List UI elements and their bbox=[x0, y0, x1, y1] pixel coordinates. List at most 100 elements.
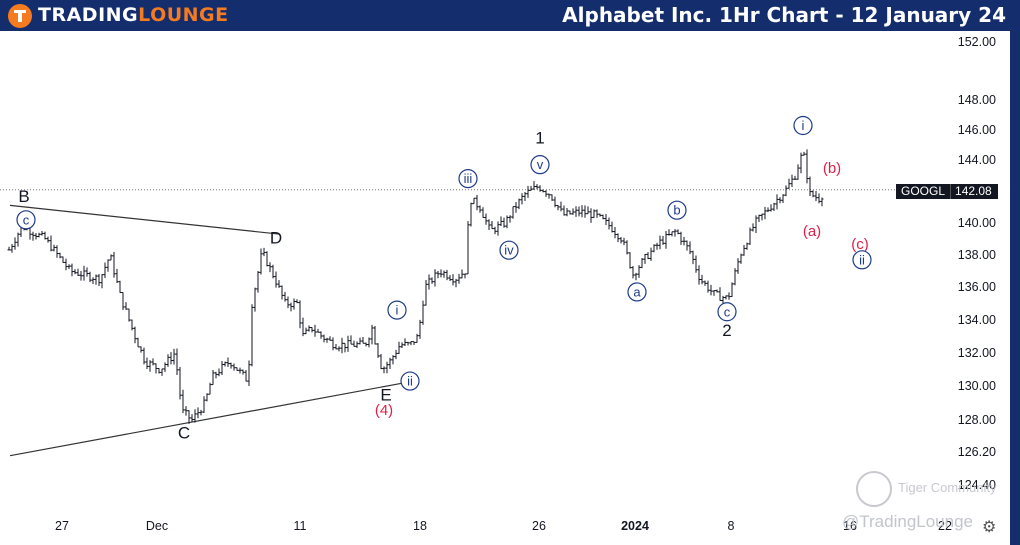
trendline bbox=[9, 382, 406, 457]
ohlc-bar bbox=[265, 251, 269, 267]
ohlc-bar bbox=[226, 357, 230, 367]
ohlc-bar bbox=[358, 337, 362, 345]
ohlc-bar bbox=[577, 206, 581, 217]
ohlc-bar bbox=[565, 207, 569, 217]
ohlc-bar bbox=[502, 217, 506, 228]
ohlc-bar bbox=[163, 362, 167, 373]
ohlc-bar bbox=[211, 369, 215, 386]
gear-icon[interactable]: ⚙ bbox=[982, 519, 997, 536]
ohlc-bar bbox=[361, 336, 365, 344]
ohlc-bar bbox=[220, 361, 224, 376]
x-tick-label: 8 bbox=[727, 519, 735, 533]
wave-label: E bbox=[380, 386, 391, 405]
x-tick-label: Dec bbox=[145, 519, 169, 533]
wave-label: B bbox=[18, 187, 29, 206]
ohlc-bar bbox=[262, 247, 266, 257]
ohlc-bar bbox=[589, 208, 593, 223]
ohlc-bar bbox=[685, 240, 689, 251]
watermark-community: Tiger Community bbox=[898, 480, 997, 495]
wave-label-circle bbox=[499, 240, 519, 260]
ohlc-bar bbox=[58, 252, 62, 259]
ohlc-bar bbox=[73, 269, 77, 275]
ohlc-bar bbox=[370, 324, 374, 345]
ohlc-bar bbox=[421, 300, 425, 325]
wave-label-circle bbox=[627, 282, 647, 302]
ohlc-bar bbox=[535, 184, 539, 190]
ohlc-bar bbox=[520, 193, 524, 205]
y-tick-label: 138.00 bbox=[957, 248, 996, 262]
wave-label: i bbox=[396, 303, 399, 318]
ohlc-bar bbox=[769, 204, 773, 212]
ohlc-bar bbox=[127, 308, 131, 322]
ohlc-bar bbox=[595, 209, 599, 218]
y-tick-label: 152.00 bbox=[957, 35, 996, 49]
ohlc-bar bbox=[322, 334, 326, 343]
ohlc-bar bbox=[730, 282, 734, 298]
ohlc-bar bbox=[760, 213, 764, 221]
ohlc-bar bbox=[523, 192, 527, 201]
ohlc-bar bbox=[40, 230, 44, 236]
price-axis[interactable]: 152.00148.00146.00144.00142.00140.00138.… bbox=[948, 31, 1008, 514]
ohlc-bar bbox=[199, 409, 203, 416]
ohlc-bar bbox=[424, 280, 428, 306]
ohlc-bar bbox=[427, 274, 431, 290]
ohlc-bar bbox=[49, 235, 53, 252]
ohlc-bar bbox=[124, 302, 128, 310]
ohlc-bar bbox=[280, 285, 284, 300]
ohlc-bar bbox=[415, 333, 419, 343]
ohlc-bar bbox=[154, 363, 158, 374]
x-tick-label: 22 bbox=[938, 519, 952, 533]
time-axis[interactable]: 27 Dec 11 18 26 2024 8 16 22 bbox=[0, 514, 1010, 545]
ohlc-bar bbox=[79, 270, 83, 281]
wave-label: 1 bbox=[535, 129, 544, 148]
wave-label: 2 bbox=[722, 321, 731, 340]
ohlc-bar bbox=[784, 185, 788, 197]
ohlc-bar bbox=[61, 256, 65, 263]
ohlc-bar bbox=[598, 213, 602, 217]
ohlc-bar bbox=[400, 342, 404, 349]
header-bar: TRADINGLOUNGE Alphabet Inc. 1Hr Chart - … bbox=[0, 0, 1020, 31]
ohlc-bar bbox=[580, 205, 584, 218]
ohlc-bar bbox=[787, 178, 791, 189]
ohlc-bar bbox=[622, 237, 626, 246]
ohlc-bar bbox=[118, 280, 122, 294]
ohlc-bar bbox=[775, 194, 779, 210]
ohlc-bar bbox=[106, 259, 110, 272]
x-tick-label: 2024 bbox=[621, 519, 649, 533]
y-tick-label: 148.00 bbox=[957, 93, 996, 107]
ohlc-bar bbox=[433, 269, 437, 287]
ohlc-bar bbox=[121, 292, 125, 311]
ohlc-bar bbox=[601, 214, 605, 220]
ohlc-bar bbox=[553, 196, 557, 208]
wave-label: c bbox=[23, 212, 30, 227]
ohlc-bar bbox=[349, 335, 353, 345]
ohlc-bar bbox=[772, 202, 776, 211]
ohlc-bar bbox=[352, 340, 356, 347]
ohlc-bar bbox=[16, 232, 20, 247]
ohlc-bar bbox=[547, 193, 551, 199]
ohlc-bar bbox=[511, 206, 515, 219]
ohlc-bar bbox=[691, 250, 695, 265]
wave-label-circle bbox=[387, 300, 407, 320]
ohlc-bar bbox=[103, 262, 107, 278]
ohlc-bar bbox=[670, 231, 674, 237]
ohlc-bar bbox=[739, 253, 743, 264]
ohlc-bar bbox=[364, 342, 368, 347]
wave-label: ii bbox=[407, 374, 413, 389]
ohlc-bar bbox=[625, 240, 629, 255]
wave-label: (4) bbox=[375, 402, 393, 419]
ohlc-bar bbox=[532, 181, 536, 190]
ohlc-bar bbox=[562, 205, 566, 216]
ohlc-bar bbox=[205, 393, 209, 402]
ohlc-bar bbox=[355, 341, 359, 349]
right-border bbox=[1010, 31, 1020, 545]
watermark-handle: @TradingLounge bbox=[842, 512, 973, 531]
ohlc-bar bbox=[652, 244, 656, 253]
ohlc-bar bbox=[472, 197, 476, 205]
brand-name-part1: TRADING bbox=[38, 4, 139, 26]
ohlc-bar bbox=[508, 215, 512, 223]
ohlc-bar bbox=[253, 287, 257, 312]
ohlc-bar bbox=[409, 341, 413, 346]
wave-label: i bbox=[802, 118, 805, 133]
